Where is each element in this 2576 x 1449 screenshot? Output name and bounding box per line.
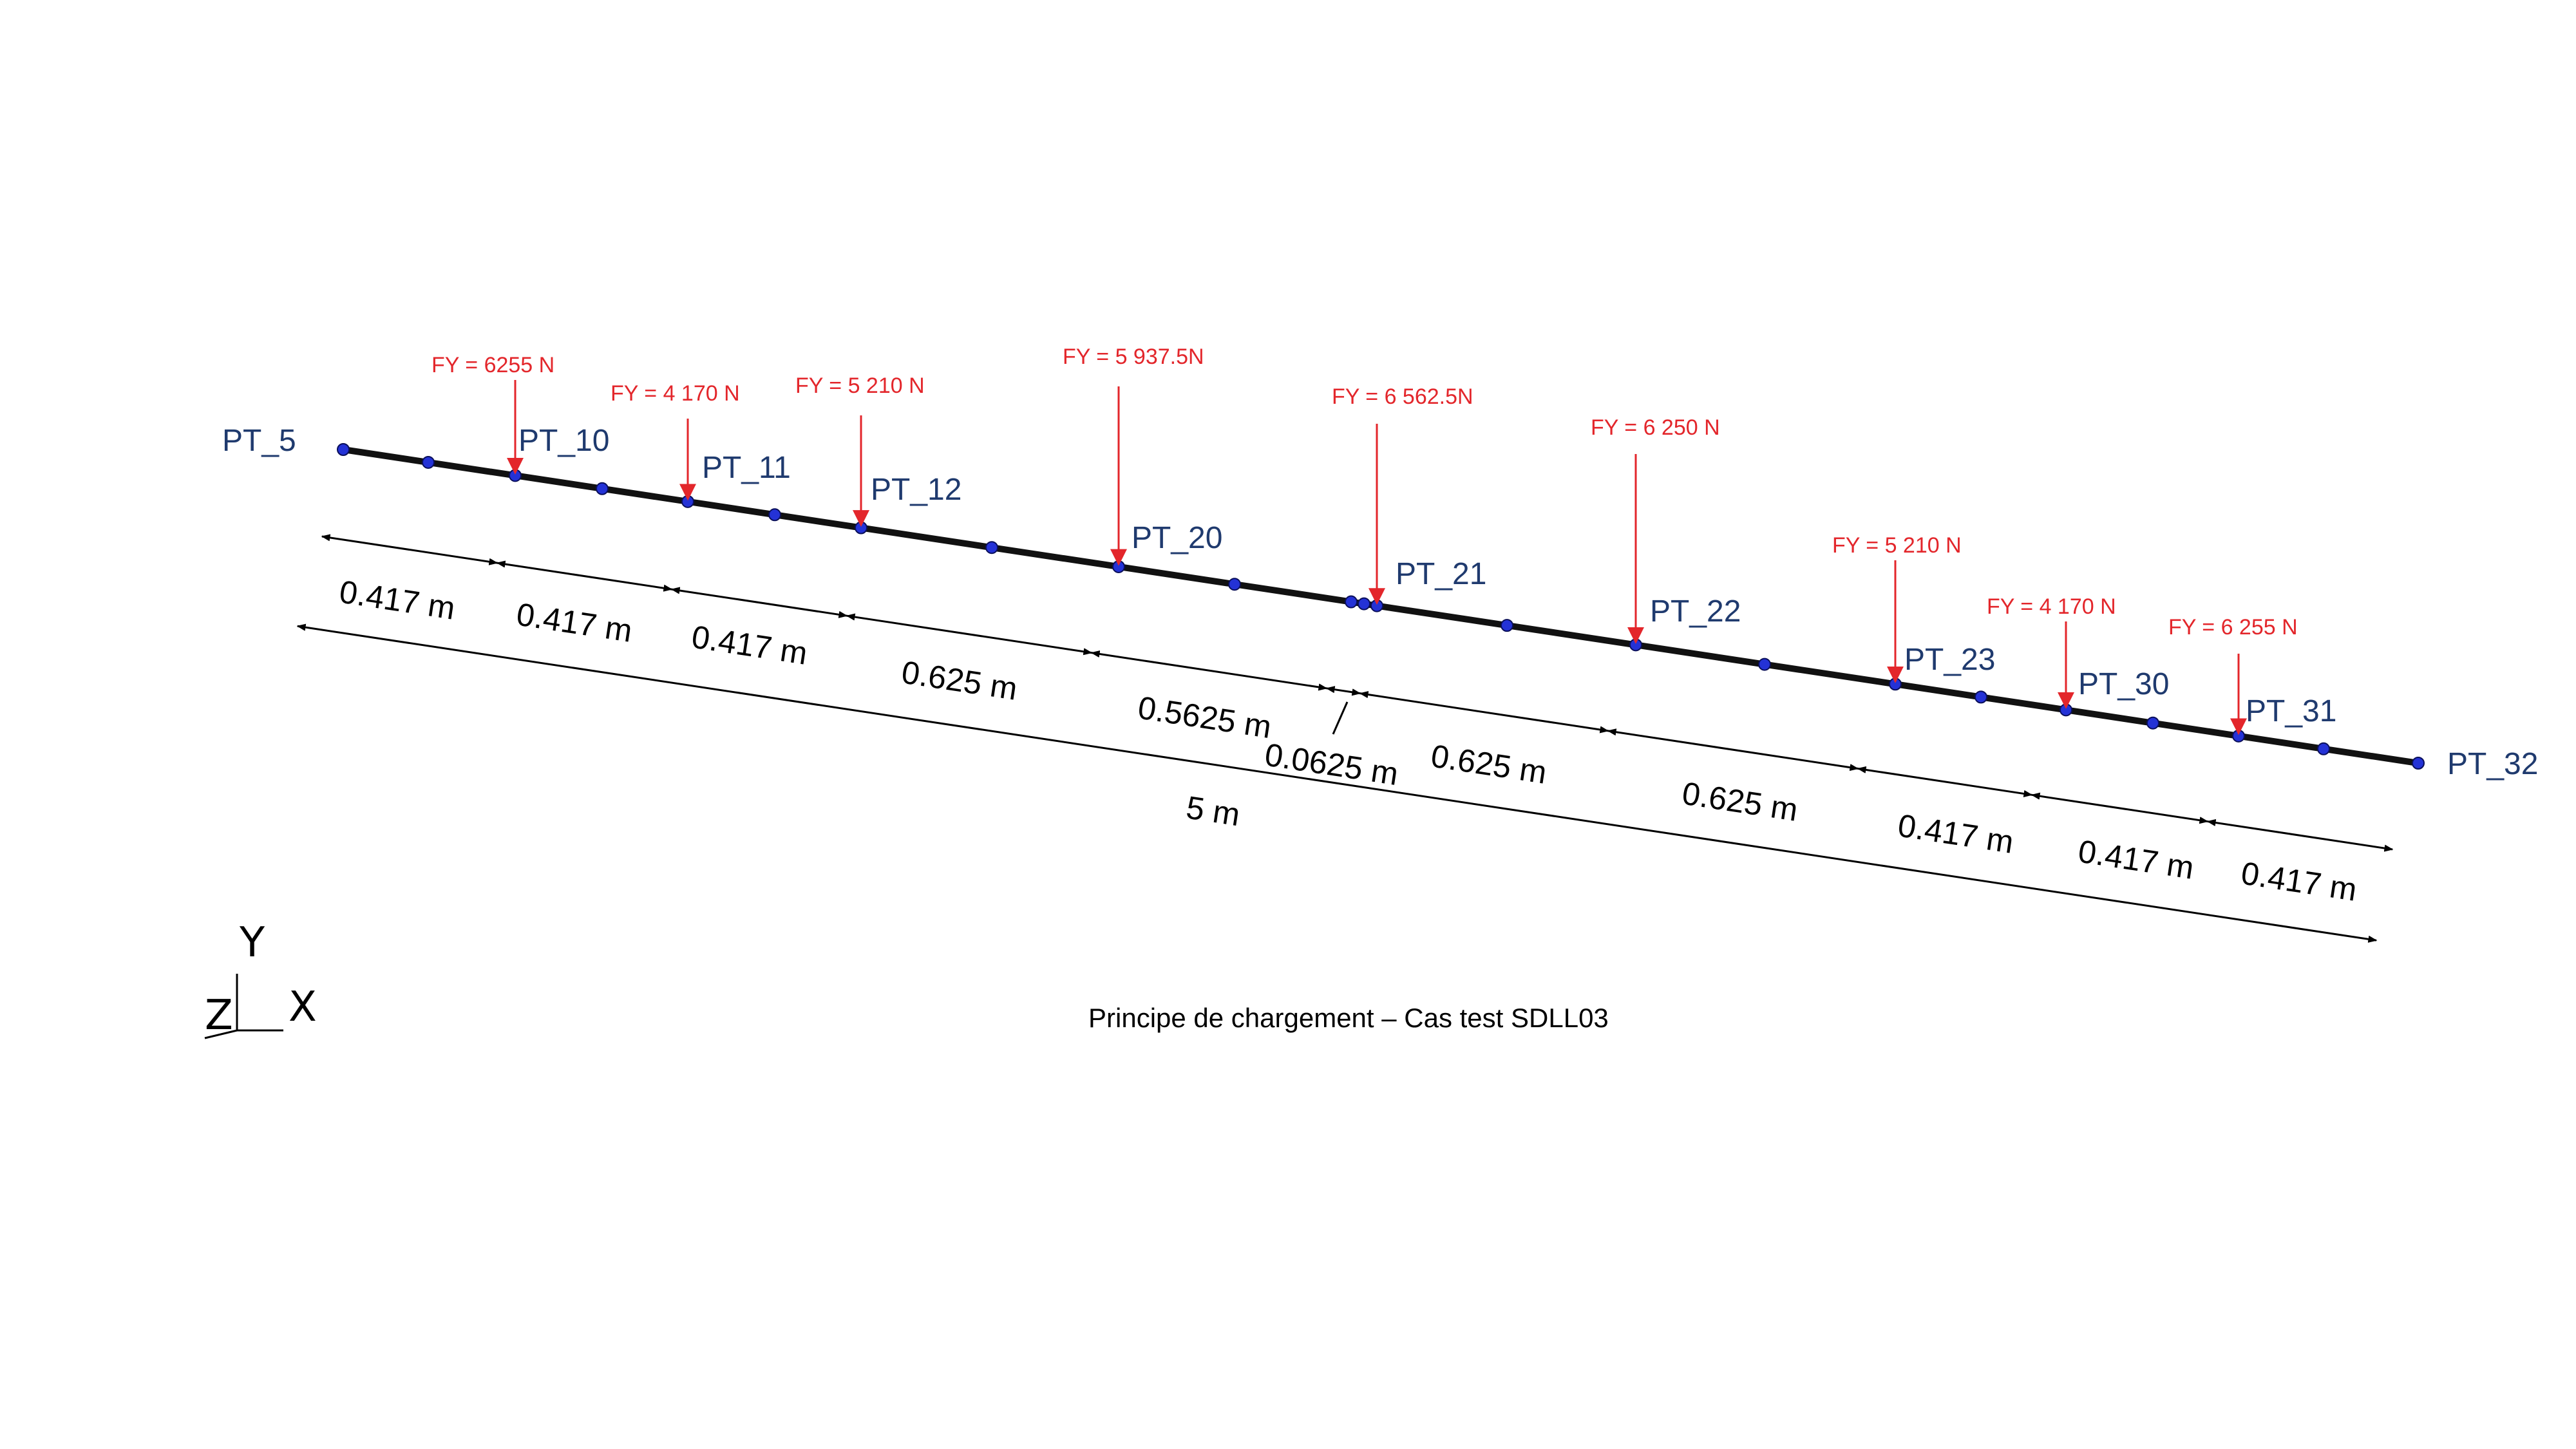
small-dimension-leader xyxy=(1332,701,1349,735)
z-axis-label: Z xyxy=(205,992,233,1039)
axis-triad: Y Z X xyxy=(204,919,317,1039)
beam-node xyxy=(422,455,435,469)
point-label-pt20: PT_20 xyxy=(1132,521,1222,555)
point-label-pt11: PT_11 xyxy=(702,451,791,485)
force-label-8: FY = 4 170 N xyxy=(1987,594,2116,619)
dimension-label-1: 0.417 m xyxy=(337,574,457,627)
beam-node xyxy=(2412,757,2425,770)
dimension-line-1 xyxy=(321,534,498,565)
beam-node xyxy=(596,482,609,495)
force-label-3: FY = 5 210 N xyxy=(795,374,925,398)
point-label-pt10: PT_10 xyxy=(518,424,609,458)
dimension-label-8: 0.625 m xyxy=(1680,775,1800,828)
dimension-label-5: 0.5625 m xyxy=(1135,690,1274,746)
z-axis-line xyxy=(204,1029,238,1039)
dimension-line-4 xyxy=(846,613,1093,656)
point-label-pt12: PT_12 xyxy=(871,473,961,507)
dimension-label-7: 0.625 m xyxy=(1428,738,1549,791)
dimension-label-6: 0.0625 m xyxy=(1262,737,1401,793)
force-label-1: FY = 6255 N xyxy=(431,353,554,377)
force-label-9: FY = 6 255 N xyxy=(2168,615,2298,639)
point-label-pt23: PT_23 xyxy=(1904,643,1995,677)
beam-node xyxy=(768,508,781,522)
point-label-pt21: PT_21 xyxy=(1396,557,1486,591)
point-label-pt32: PT_32 xyxy=(2447,747,2538,781)
dimension-labels: 0.417 m 0.417 m 0.417 m 0.625 m 0.5625 m… xyxy=(337,574,2359,908)
force-arrows xyxy=(507,380,2247,735)
dimension-line-total xyxy=(296,623,2378,943)
beam-node xyxy=(2317,742,2330,755)
beam-node xyxy=(2146,716,2159,730)
beam-node xyxy=(1228,578,1241,591)
dimension-label-11: 0.417 m xyxy=(2239,855,2359,908)
dimension-line-10 xyxy=(2031,792,2209,824)
dimension-line-9 xyxy=(1857,766,2033,797)
beam-node xyxy=(1345,595,1358,609)
force-label-2: FY = 4 170 N xyxy=(611,381,740,406)
dimension-label-3: 0.417 m xyxy=(689,619,810,672)
dimension-label-4: 0.625 m xyxy=(899,654,1019,707)
beam-node xyxy=(1501,619,1513,632)
x-axis-label: X xyxy=(289,983,317,1031)
point-label-pt5: PT_5 xyxy=(222,424,296,458)
force-label-5: FY = 6 562.5N xyxy=(1332,384,1473,409)
dimension-label-10: 0.417 m xyxy=(2076,833,2196,886)
dimension-line-11 xyxy=(2206,819,2394,852)
dimension-line-5 xyxy=(1090,650,1328,691)
point-label-pt31: PT_31 xyxy=(2246,694,2336,728)
dimension-line-8 xyxy=(1607,728,1859,772)
beam-node xyxy=(1975,690,1987,704)
dimension-line-6 xyxy=(1325,686,1361,696)
diagram-caption: Principe de chargement – Cas test SDLL03 xyxy=(1088,1003,1609,1033)
dimension-label-total: 5 m xyxy=(1184,790,1242,833)
point-label-pt22: PT_22 xyxy=(1650,594,1741,629)
dimension-line-2 xyxy=(496,560,673,592)
y-axis-label: Y xyxy=(239,919,265,967)
point-label-pt30: PT_30 xyxy=(2078,667,2169,701)
force-label-6: FY = 6 250 N xyxy=(1591,415,1720,440)
dimension-label-9: 0.417 m xyxy=(1895,808,2016,860)
force-label-7: FY = 5 210 N xyxy=(1832,533,1962,558)
beam-node xyxy=(985,541,998,554)
force-label-4: FY = 5 937.5N xyxy=(1063,345,1204,369)
dimension-line-3 xyxy=(670,587,848,618)
beam-node xyxy=(337,443,350,456)
dimension-label-2: 0.417 m xyxy=(514,596,634,649)
dimension-lines xyxy=(296,534,2394,943)
dimension-line-7 xyxy=(1359,691,1609,734)
beam-node xyxy=(1358,597,1370,611)
beam-node xyxy=(1758,658,1771,671)
